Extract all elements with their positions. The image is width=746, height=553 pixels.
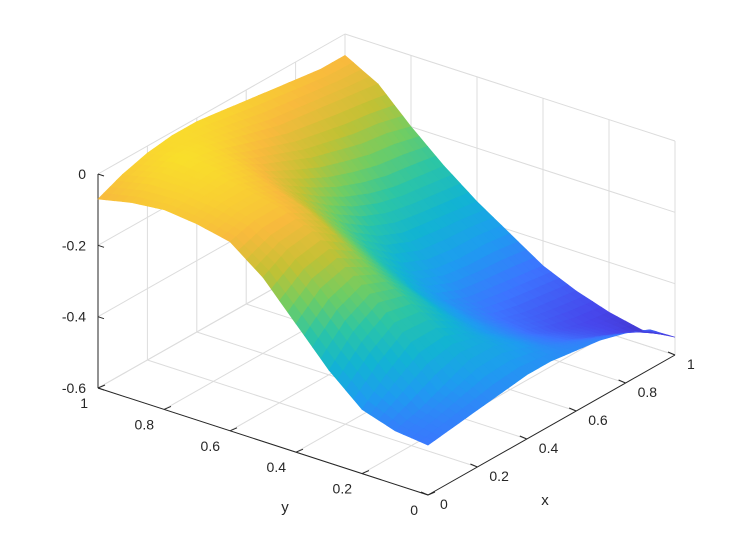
x-tick-mark — [420, 491, 429, 496]
z-tick-mark — [97, 387, 105, 391]
floor-grid-line — [147, 359, 478, 468]
x-axis-label: x — [541, 492, 549, 509]
x-tick-label: 0.8 — [638, 384, 658, 400]
y-tick-mark — [163, 405, 172, 410]
y-tick-mark — [97, 384, 106, 389]
y-tick-mark — [361, 470, 370, 475]
back-wall-grid-line — [97, 33, 346, 175]
z-tick-label: -0.4 — [62, 309, 86, 325]
x-tick-mark — [569, 407, 577, 412]
y-tick-mark — [295, 448, 304, 453]
y-tick-mark — [427, 491, 436, 496]
y-tick-label: 1 — [80, 395, 88, 411]
x-tick-mark — [618, 379, 626, 384]
x-tick-label: 0.4 — [539, 440, 559, 456]
y-axis-line — [97, 387, 429, 496]
y-tick-label: 0 — [410, 502, 418, 518]
y-tick-mark — [229, 427, 238, 432]
z-tick-mark — [97, 244, 105, 248]
side-wall-grid-line — [344, 33, 676, 142]
y-tick-label: 0.2 — [333, 481, 353, 497]
z-tick-label: -0.2 — [62, 237, 86, 253]
x-axis-line — [427, 354, 676, 496]
x-tick-mark — [470, 463, 478, 468]
z-tick-mark — [97, 173, 105, 177]
z-tick-label: 0 — [78, 166, 86, 182]
x-tick-label: 0 — [440, 496, 448, 512]
surface-mesh — [97, 55, 676, 446]
x-tick-mark — [519, 435, 527, 440]
x-tick-label: 1 — [687, 356, 695, 372]
surface-patch — [660, 333, 676, 338]
axes-labels: x y 0 0.2 0.4 0.6 0.8 1 0 0.2 0.4 0.6 0.8 1 0 -0.2 -0.… — [62, 166, 695, 518]
axes-lines — [97, 173, 676, 496]
y-tick-label: 0.4 — [267, 459, 287, 475]
x-tick-label: 0.2 — [489, 468, 509, 484]
x-tick-label: 0.6 — [588, 412, 608, 428]
y-axis-label: y — [281, 499, 289, 516]
z-tick-mark — [97, 316, 105, 320]
y-tick-label: 0.6 — [201, 438, 221, 454]
z-tick-label: -0.6 — [62, 380, 86, 396]
x-tick-mark — [667, 351, 676, 356]
y-tick-label: 0.8 — [135, 416, 155, 432]
